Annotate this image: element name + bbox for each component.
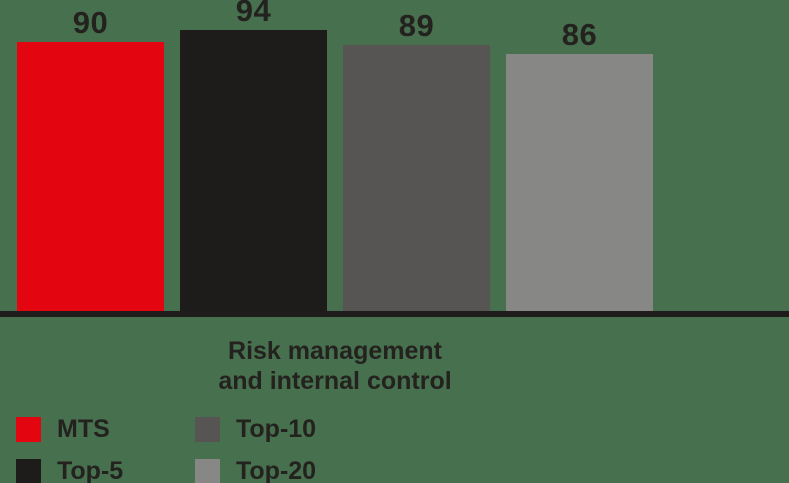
- bar-value-label-top-5: 94: [235, 0, 272, 28]
- bar-group-top-5: 94: [180, 0, 327, 311]
- legend-item-mts: MTS: [16, 417, 195, 442]
- bar-group-top-20: 86: [506, 19, 653, 311]
- x-axis-line: [0, 311, 789, 317]
- legend-item-top-20: Top-20: [195, 459, 374, 483]
- bar-top-5: [180, 30, 327, 311]
- category-label-line1: Risk management: [228, 337, 442, 365]
- bar-value-label-top-10: 89: [398, 8, 435, 43]
- bars-group: 90 94 89 86: [17, 0, 653, 311]
- bar-group-mts: 90: [17, 7, 164, 311]
- legend-item-top-5: Top-5: [16, 459, 195, 483]
- bar-value-label-top-20: 86: [561, 17, 598, 52]
- x-axis-category-label: Risk management and internal control: [17, 336, 653, 396]
- legend-marker-mts: [16, 417, 41, 442]
- legend-marker-top-10: [195, 417, 220, 442]
- bar-mts: [17, 42, 164, 311]
- legend-item-top-10: Top-10: [195, 417, 374, 442]
- legend-label-top-10: Top-10: [236, 415, 317, 443]
- bar-group-top-10: 89: [343, 10, 490, 311]
- legend-label-top-20: Top-20: [236, 457, 317, 483]
- bar-top-20: [506, 54, 653, 311]
- bar-value-label-mts: 90: [72, 5, 109, 40]
- bar-top-10: [343, 45, 490, 311]
- legend-label-mts: MTS: [57, 415, 110, 443]
- legend-marker-top-20: [195, 459, 220, 483]
- legend-label-top-5: Top-5: [57, 457, 124, 483]
- legend: MTS Top-5 Top-10 Top-20: [16, 417, 374, 483]
- legend-marker-top-5: [16, 459, 41, 483]
- category-label-line2: and internal control: [218, 367, 452, 395]
